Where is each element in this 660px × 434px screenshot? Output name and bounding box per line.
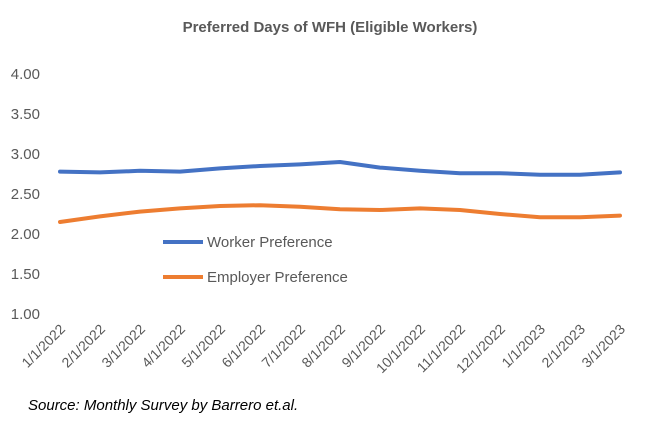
y-axis-ticks: 1.00 1.50 2.00 2.50 3.00 3.50 4.00 [11,66,40,323]
series-line-0 [58,160,622,177]
y-tick-label: 3.00 [11,146,40,163]
legend-label: Worker Preference [207,234,333,251]
legend: Worker Preference Employer Preference [163,234,348,286]
series-line-1 [58,203,622,224]
legend-label: Employer Preference [207,269,348,286]
y-tick-label: 3.50 [11,106,40,123]
chart-title: Preferred Days of WFH (Eligible Workers) [183,19,478,36]
x-tick-label: 3/1/2023 [578,321,628,371]
y-tick-label: 2.00 [11,226,40,243]
series-lines [58,160,622,224]
y-tick-label: 4.00 [11,66,40,83]
y-tick-label: 1.00 [11,306,40,323]
y-tick-label: 1.50 [11,266,40,283]
source-note: Source: Monthly Survey by Barrero et.al. [28,397,298,414]
x-axis-ticks: 1/1/20222/1/20223/1/20224/1/20225/1/2022… [18,321,628,377]
y-tick-label: 2.50 [11,186,40,203]
